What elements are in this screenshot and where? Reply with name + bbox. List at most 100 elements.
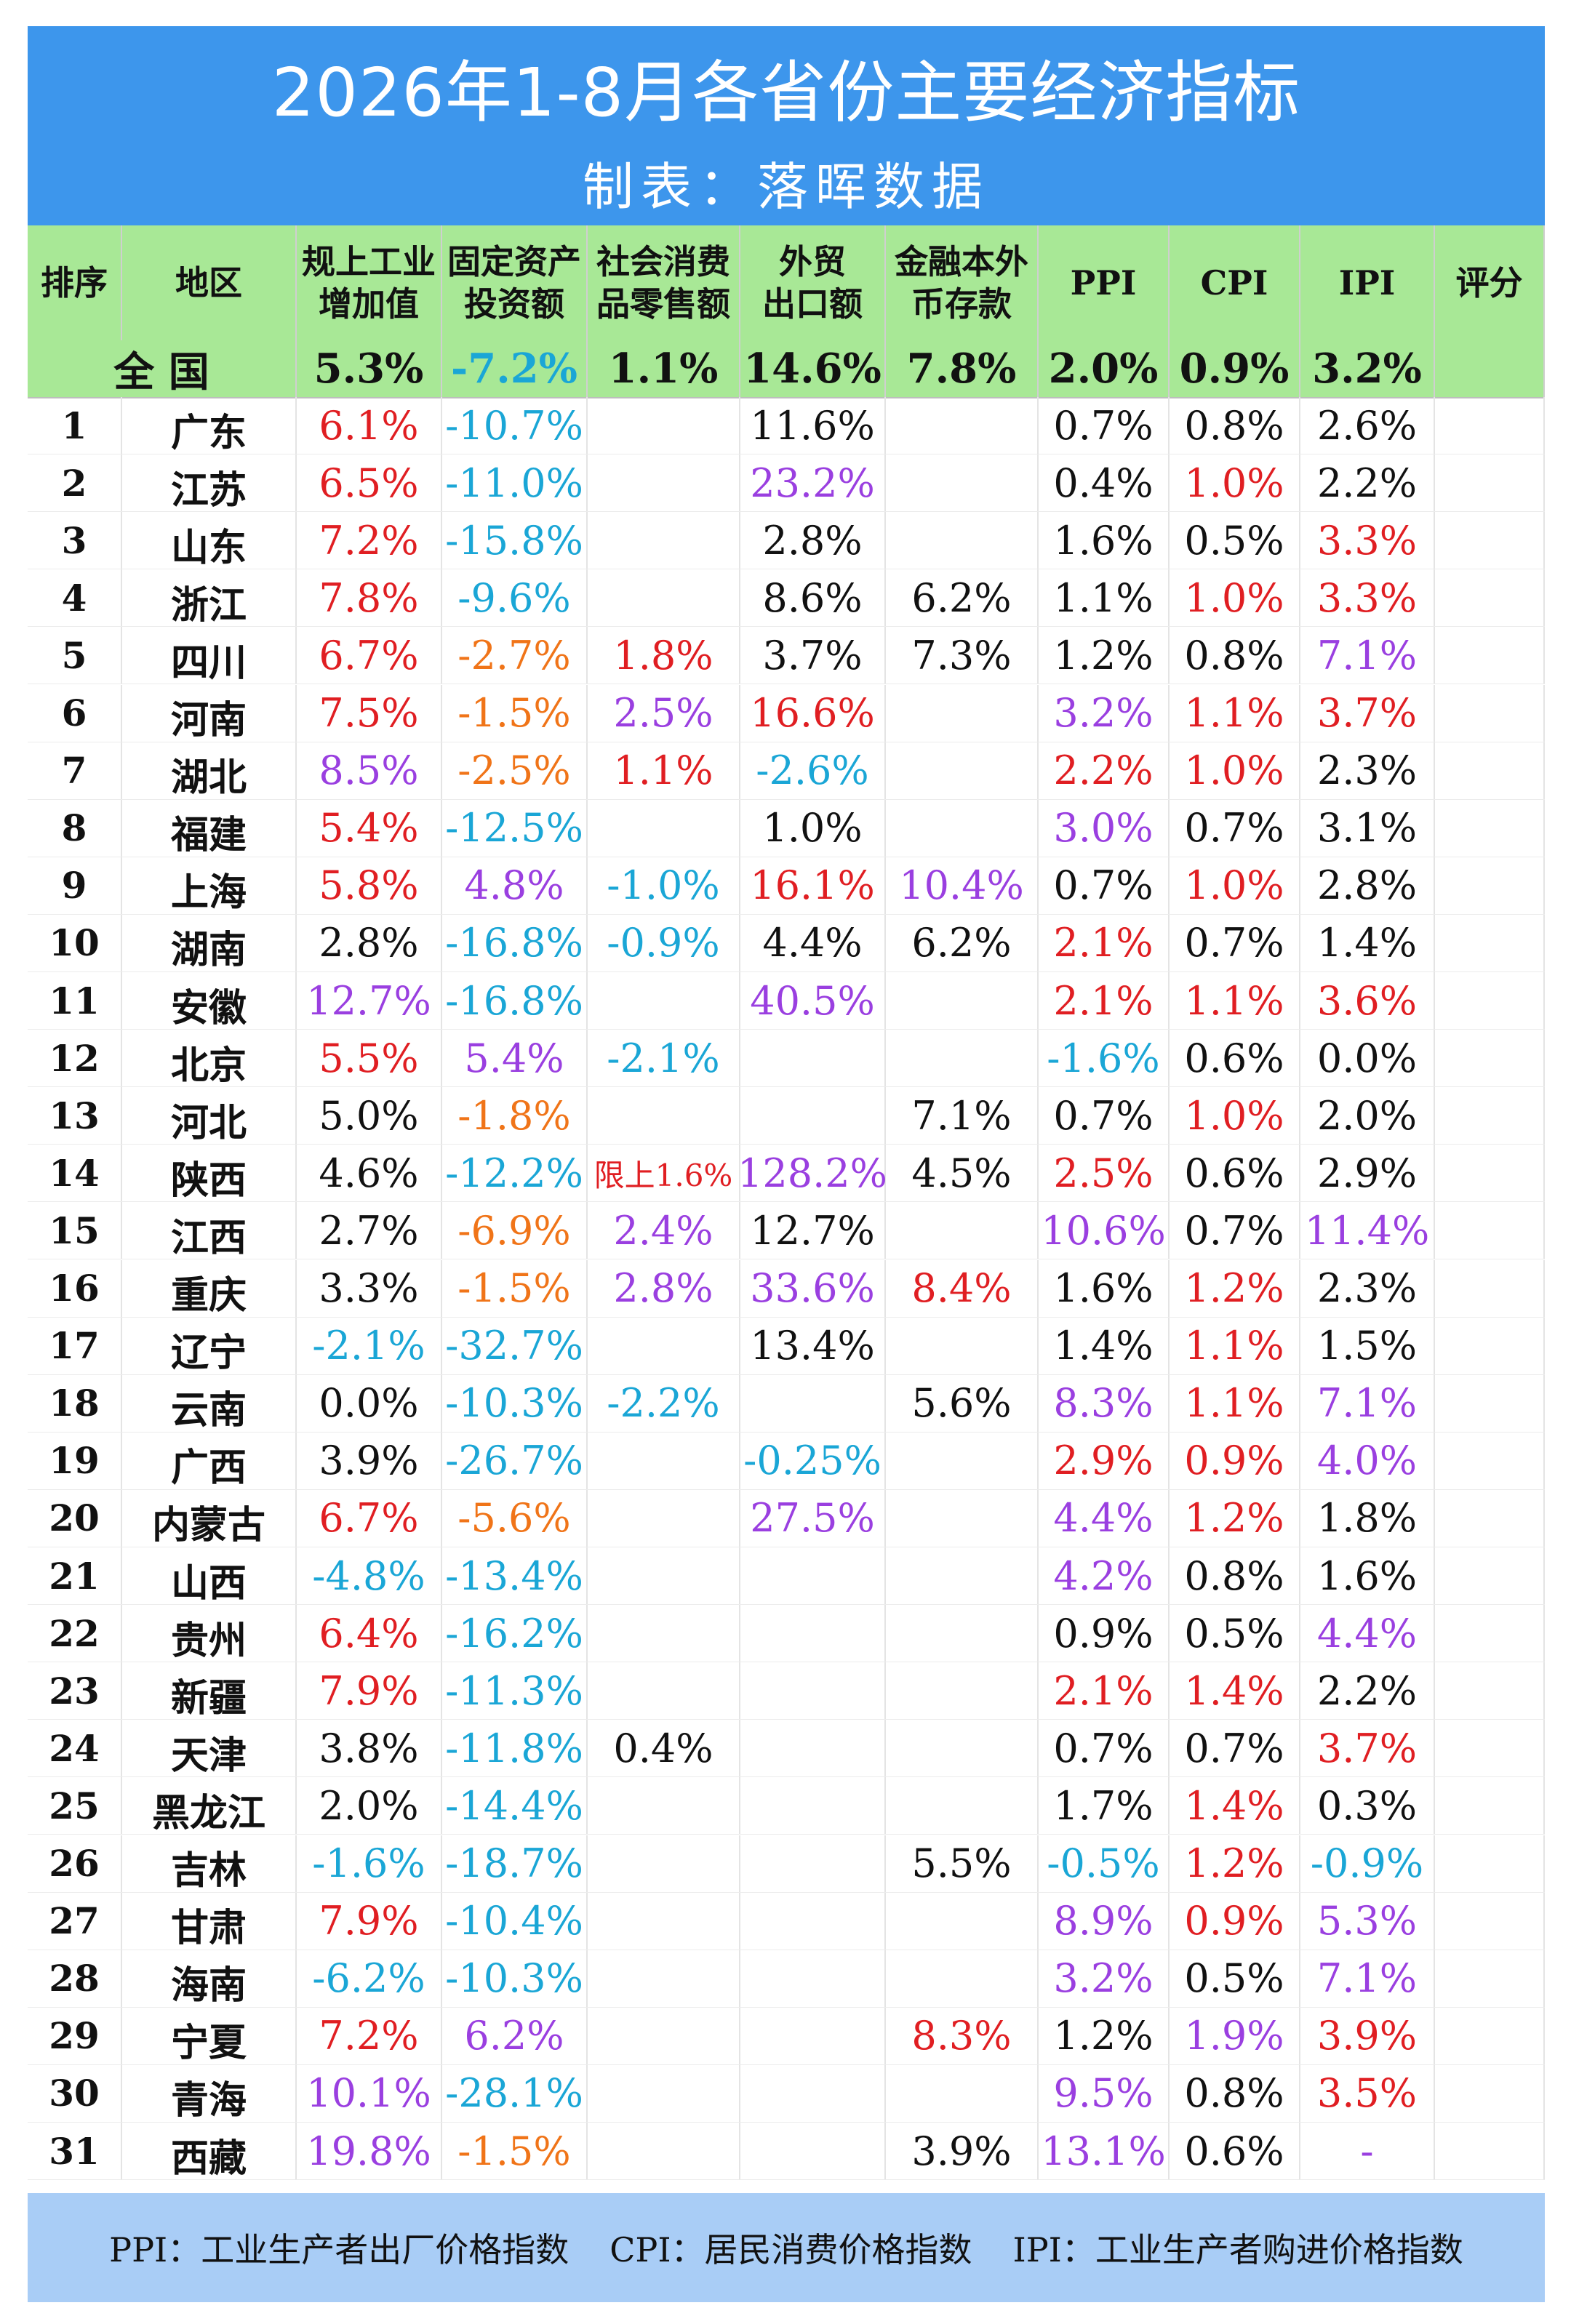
value-cell: -10.4%	[442, 1892, 588, 1950]
region-cell: 河南	[122, 684, 297, 742]
value-cell: 2.2%	[1300, 454, 1435, 512]
region-cell: 天津	[122, 1720, 297, 1778]
value-cell: 2.9%	[1039, 1432, 1170, 1489]
column-header-row: 排序 地区 规上工业 增加值 固定资产 投资额 社会消费 品零售额 外贸 出口额 金融本外 …	[28, 225, 1545, 342]
value-cell: 12.7%	[740, 1202, 886, 1259]
value-cell: 2.0%	[1300, 1087, 1435, 1145]
value-cell	[1435, 1374, 1545, 1432]
value-cell: 16.6%	[740, 684, 886, 742]
value-cell: 0.7%	[1170, 799, 1300, 857]
value-cell: 3.7%	[1300, 684, 1435, 742]
value-cell: -14.4%	[442, 1777, 588, 1835]
value-cell	[588, 1777, 740, 1835]
value-cell	[1435, 684, 1545, 742]
value-cell: 6.1%	[297, 397, 442, 454]
value-cell	[886, 1317, 1039, 1374]
value-cell: 2.5%	[588, 684, 740, 742]
value-cell	[588, 1317, 740, 1374]
value-cell: 11.4%	[1300, 1202, 1435, 1259]
value-cell: 2.6%	[1300, 397, 1435, 454]
value-cell: 0.8%	[1170, 2064, 1300, 2122]
region-cell: 黑龙江	[122, 1777, 297, 1835]
value-cell	[886, 2064, 1039, 2122]
region-cell: 吉林	[122, 1835, 297, 1893]
value-cell: 1.4%	[1170, 1662, 1300, 1720]
rank-cell: 8	[28, 799, 122, 857]
value-cell	[1435, 512, 1545, 569]
column-header: 排序	[28, 225, 122, 340]
value-cell	[1435, 1720, 1545, 1777]
value-cell: 1.2%	[1170, 1489, 1300, 1547]
table-row: 9 上海 5.8% 4.8% -1.0% 16.1% 10.4% 0.7% 1.0% 2.8%	[28, 857, 1545, 915]
column-header: IPI	[1300, 225, 1435, 340]
rank-cell: 2	[28, 454, 122, 512]
rank-cell: 3	[28, 512, 122, 569]
value-cell	[740, 1892, 886, 1950]
value-cell	[588, 454, 740, 512]
value-cell: 7.9%	[297, 1662, 442, 1720]
value-cell	[886, 1950, 1039, 2007]
value-cell: 4.4%	[1300, 1605, 1435, 1662]
value-cell	[588, 2007, 740, 2064]
national-value: 2.0%	[1039, 340, 1170, 397]
rank-cell: 31	[28, 2123, 122, 2179]
value-cell: 0.7%	[1170, 914, 1300, 971]
value-cell: 2.8%	[588, 1259, 740, 1317]
table-row: 24 天津 3.8% -11.8% 0.4% 0.7% 0.7% 3.7%	[28, 1720, 1545, 1778]
value-cell: 7.2%	[297, 2007, 442, 2064]
table-row: 29 宁夏 7.2% 6.2% 8.3% 1.2% 1.9% 3.9%	[28, 2007, 1545, 2065]
value-cell: 3.3%	[297, 1259, 442, 1317]
value-cell: 2.4%	[588, 1202, 740, 1259]
value-cell	[1435, 1317, 1545, 1374]
table-row: 15 江西 2.7% -6.9% 2.4% 12.7% 10.6% 0.7% 11.4%	[28, 1202, 1545, 1260]
value-cell	[588, 1489, 740, 1547]
value-cell: 2.1%	[1039, 914, 1170, 971]
value-cell: 6.4%	[297, 1605, 442, 1662]
value-cell: 0.7%	[1170, 1202, 1300, 1259]
value-cell: 6.7%	[297, 627, 442, 684]
national-value: 0.9%	[1170, 340, 1300, 397]
value-cell	[886, 397, 1039, 454]
rank-cell: 14	[28, 1145, 122, 1202]
value-cell: -10.7%	[442, 397, 588, 454]
value-cell: 2.3%	[1300, 1259, 1435, 1317]
value-cell: -10.3%	[442, 1950, 588, 2007]
value-cell: -16.8%	[442, 914, 588, 971]
value-cell: 2.1%	[1039, 972, 1170, 1029]
value-cell: 7.8%	[297, 569, 442, 627]
rank-cell: 28	[28, 1950, 122, 2007]
column-header: 规上工业 增加值	[297, 225, 442, 340]
value-cell: 16.1%	[740, 857, 886, 914]
value-cell	[588, 1892, 740, 1950]
value-cell: 2.8%	[740, 512, 886, 569]
value-cell: 5.6%	[886, 1374, 1039, 1432]
value-cell: -2.6%	[740, 742, 886, 799]
value-cell: 1.9%	[1170, 2007, 1300, 2064]
value-cell	[1435, 1892, 1545, 1950]
value-cell: 7.2%	[297, 512, 442, 569]
value-cell: 3.9%	[1300, 2007, 1435, 2064]
rank-cell: 24	[28, 1720, 122, 1777]
table-row: 25 黑龙江 2.0% -14.4% 1.7% 1.4% 0.3%	[28, 1777, 1545, 1835]
region-cell: 宁夏	[122, 2007, 297, 2065]
value-cell: 0.7%	[1039, 1087, 1170, 1145]
value-cell: 3.0%	[1039, 799, 1170, 857]
value-cell: 2.7%	[297, 1202, 442, 1259]
value-cell: -13.4%	[442, 1547, 588, 1604]
table-row: 31 西藏 19.8% -1.5% 3.9% 13.1% 0.6% -	[28, 2123, 1545, 2181]
value-cell: -1.5%	[442, 1259, 588, 1317]
rank-cell: 23	[28, 1662, 122, 1720]
value-cell	[1435, 1145, 1545, 1202]
value-cell	[1435, 2007, 1545, 2064]
footnote-bar: PPI：工业生产者出厂价格指数 CPI：居民消费价格指数 IPI：工业生产者购进…	[28, 2193, 1545, 2302]
page-subtitle: 制表：落晖数据	[583, 157, 990, 217]
national-label: 全 国	[28, 340, 297, 397]
value-cell: 2.1%	[1039, 1662, 1170, 1720]
value-cell: -0.5%	[1039, 1835, 1170, 1892]
value-cell: -26.7%	[442, 1432, 588, 1489]
table-row: 8 福建 5.4% -12.5% 1.0% 3.0% 0.7% 3.1%	[28, 799, 1545, 857]
value-cell	[886, 742, 1039, 799]
column-header: 外贸 出口额	[740, 225, 886, 340]
rank-cell: 22	[28, 1605, 122, 1662]
value-cell: 5.5%	[886, 1835, 1039, 1892]
